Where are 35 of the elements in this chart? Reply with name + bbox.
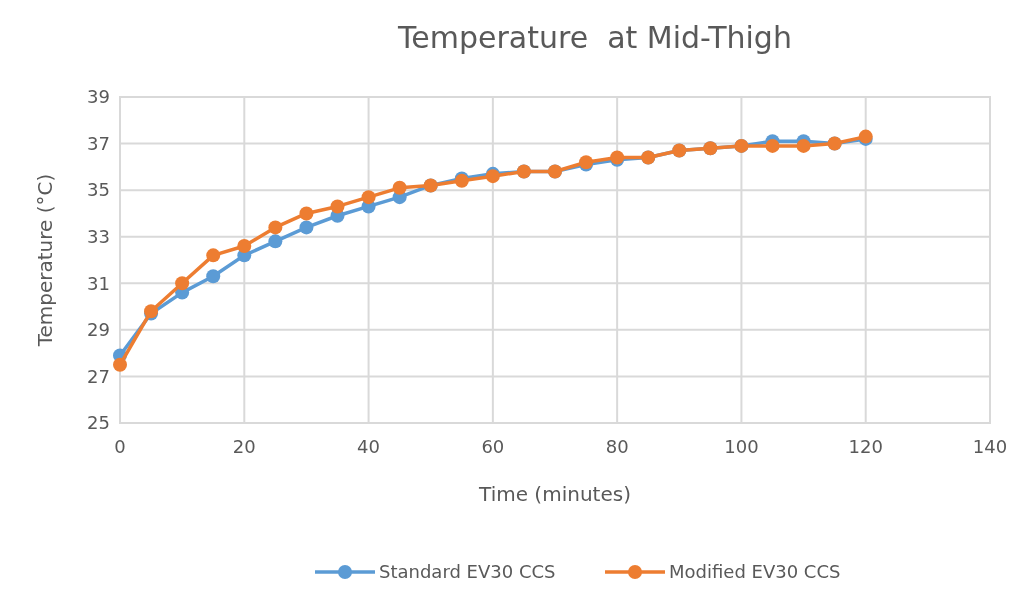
y-tick-label: 31 — [87, 272, 110, 294]
y-tick-label: 25 — [87, 412, 110, 434]
x-tick-label: 40 — [357, 436, 381, 457]
point — [237, 239, 252, 254]
point — [206, 248, 221, 263]
point — [299, 206, 314, 221]
point — [175, 276, 190, 291]
x-axis-title: Time (minutes) — [478, 482, 631, 506]
point — [330, 199, 345, 214]
x-tick-label: 120 — [848, 436, 883, 457]
point — [113, 357, 127, 372]
point — [206, 269, 221, 284]
point — [268, 220, 283, 235]
y-tick-label: 29 — [87, 319, 110, 341]
x-tick-label: 140 — [972, 436, 1008, 457]
point — [392, 180, 407, 195]
x-tick-label: 0 — [114, 436, 126, 457]
x-tick-label: 80 — [605, 436, 629, 457]
y-tick-label: 39 — [87, 86, 110, 108]
point — [268, 234, 283, 249]
y-tick-label: 37 — [87, 132, 110, 154]
chart-title: Temperature at Mid-Thigh — [397, 20, 792, 55]
point — [361, 190, 376, 205]
y-axis-title: Temperature (°C) — [33, 173, 57, 348]
point — [299, 220, 314, 235]
x-tick-label: 100 — [724, 436, 759, 457]
y-tick-label: 35 — [87, 179, 110, 201]
x-tick-label: 60 — [481, 436, 505, 457]
x-tick-label: 20 — [232, 436, 256, 457]
point — [796, 138, 811, 153]
y-tick-label: 27 — [87, 365, 110, 387]
legend-label: Standard EV30 CCS — [379, 561, 556, 582]
y-tick-label: 33 — [87, 226, 110, 248]
point — [765, 138, 780, 153]
legend-label: Modified EV30 CCS — [669, 561, 841, 582]
